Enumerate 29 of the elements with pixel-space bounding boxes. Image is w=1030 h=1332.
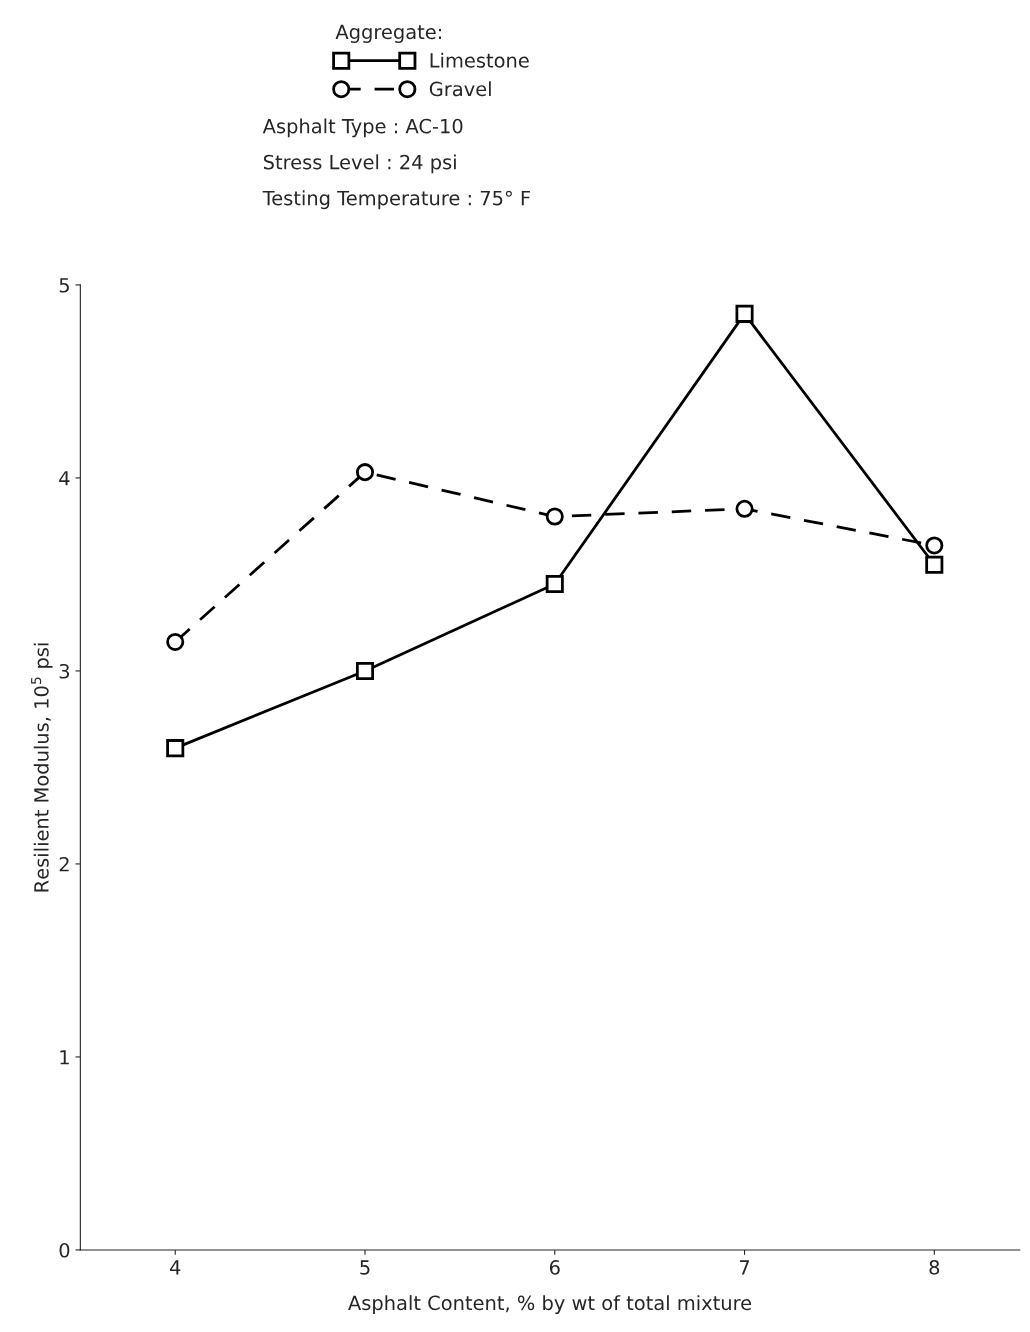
x-tick-label: 7 [739,1260,750,1275]
point [166,632,185,652]
x-tick-label: 5 [360,1260,370,1275]
point [355,463,375,482]
text: Testing Temperature : 75° F [262,190,530,210]
point [545,575,564,594]
legend-label: Gravel [429,81,491,97]
point [166,739,185,758]
x-tick-label: 4 [169,1260,181,1275]
x-tick-label: 8 [929,1260,940,1275]
y-tick-label: 1 [60,1050,69,1065]
y-tick-label: 5 [59,278,69,293]
y-tick-label: 4 [59,471,70,486]
y-tick-label: 3 [59,663,70,679]
text: Stress Level : 24 psi [263,154,456,174]
point [925,555,944,574]
x-tick-label: 6 [549,1260,560,1275]
point [735,304,754,323]
point [925,536,944,555]
y-tick-label: 2 [59,856,69,872]
legend-label: Limestone [430,52,529,68]
y-tick-label: 0 [59,1242,70,1258]
text: Asphalt Type : AC-10 [262,118,463,138]
x-axis-title: Asphalt Content, % by wt of total mixture [348,1295,752,1314]
point [735,499,754,518]
point [545,507,564,526]
point [355,661,375,680]
legend-title: Aggregate: [335,24,442,43]
y-axis-title: Resilient Modulus, 10$^{5}$ psi [31,643,53,892]
